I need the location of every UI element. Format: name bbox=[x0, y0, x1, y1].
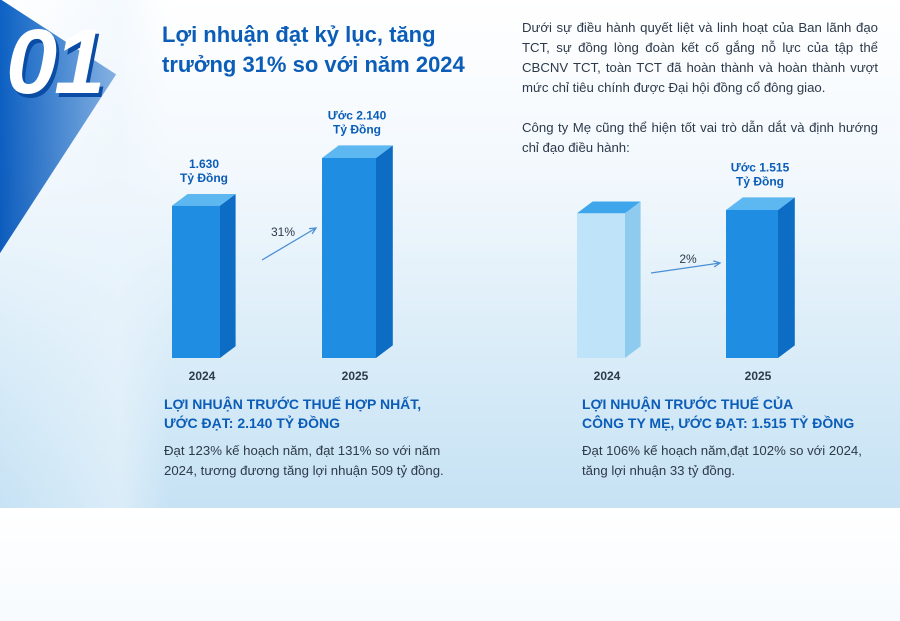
chart-description-consolidated: Đạt 123% kế hoạch năm, đạt 131% so với n… bbox=[164, 443, 444, 478]
section-number: 01 bbox=[6, 11, 105, 113]
title-line-1: Lợi nhuận đạt kỷ lục, tăng bbox=[162, 22, 436, 47]
growth-arrow bbox=[650, 262, 721, 274]
title-line-2: trưởng 31% so với năm 2024 bbox=[162, 52, 465, 77]
growth-arrow-head bbox=[308, 227, 318, 235]
chart-heading-line: ƯỚC ĐẠT: 2.140 TỶ ĐỒNG bbox=[164, 415, 341, 431]
bar-top bbox=[577, 201, 641, 214]
chart-description-parent: Đạt 106% kế hoạch năm,đạt 102% so với 20… bbox=[582, 443, 862, 478]
x-tick-label: 2025 bbox=[745, 369, 772, 383]
bar-2024 bbox=[172, 205, 220, 358]
data-label: Ước 1.515 bbox=[731, 160, 790, 174]
chart-heading-line: LỢI NHUẬN TRƯỚC THUẾ CỦA bbox=[582, 396, 794, 412]
page-title: Lợi nhuận đạt kỷ lục, tăng trưởng 31% so… bbox=[162, 20, 522, 80]
bar-2024 bbox=[577, 213, 625, 358]
chart-heading-line: CÔNG TY MẸ, ƯỚC ĐẠT: 1.515 TỶ ĐỒNG bbox=[582, 415, 855, 431]
data-label-unit: Tỷ Đồng bbox=[180, 171, 228, 185]
bar-2025 bbox=[322, 158, 376, 358]
bar-2025 bbox=[726, 210, 778, 358]
chart-heading-parent: LỢI NHUẬN TRƯỚC THUẾ CỦA CÔNG TY MẸ, ƯỚC… bbox=[582, 395, 892, 433]
x-tick-label: 2025 bbox=[342, 369, 369, 383]
data-label: Ước 2.140 bbox=[328, 108, 387, 122]
bar-side bbox=[220, 193, 236, 358]
chart-heading-line: LỢI NHUẬN TRƯỚC THUẾ HỢP NHẤT, bbox=[164, 396, 422, 412]
x-tick-label: 2024 bbox=[189, 369, 216, 383]
bar-top bbox=[322, 145, 393, 158]
bar-side bbox=[376, 145, 393, 358]
bar-side bbox=[778, 197, 795, 358]
intro-paragraph: Dưới sự điều hành quyết liệt và linh hoạ… bbox=[522, 20, 878, 95]
data-label-unit: Tỷ Đồng bbox=[333, 122, 381, 136]
growth-arrow bbox=[261, 227, 317, 261]
data-label: 1.630 bbox=[189, 157, 219, 171]
growth-label: 31% bbox=[271, 225, 295, 239]
growth-arrow-head bbox=[713, 260, 722, 268]
intro-paragraph-2: Công ty Mẹ cũng thể hiện tốt vai trò dẫn… bbox=[522, 120, 878, 155]
bar-top bbox=[726, 197, 795, 210]
growth-label: 2% bbox=[679, 252, 697, 266]
chart-heading-consolidated: LỢI NHUẬN TRƯỚC THUẾ HỢP NHẤT, ƯỚC ĐẠT: … bbox=[164, 395, 484, 433]
data-label-unit: Tỷ Đồng bbox=[736, 174, 784, 188]
stripe-fade bbox=[0, 0, 170, 508]
bar-top bbox=[172, 193, 236, 206]
x-tick-label: 2024 bbox=[594, 369, 621, 383]
bar-side bbox=[625, 201, 641, 358]
